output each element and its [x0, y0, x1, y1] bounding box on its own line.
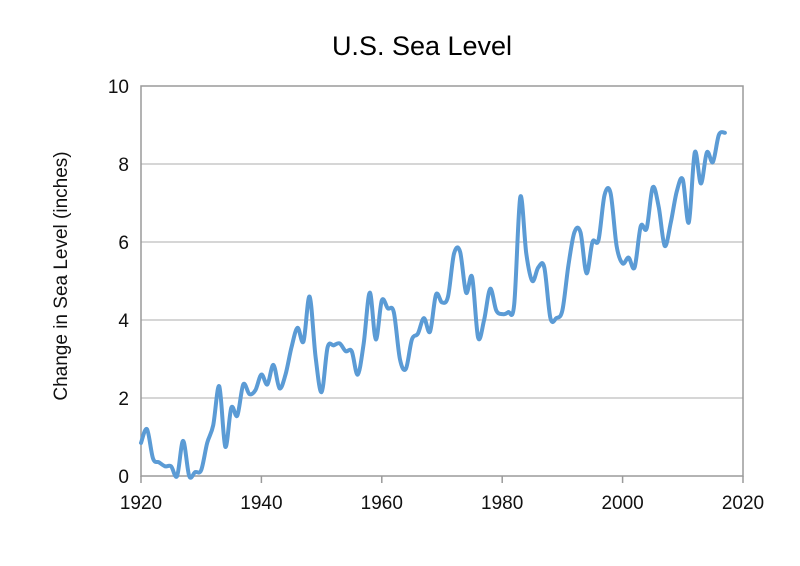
- sea-level-series-line: [139, 130, 727, 480]
- y-tick-label: 4: [118, 311, 129, 332]
- x-tick-label: 1940: [240, 493, 282, 514]
- plot-frame: [140, 85, 744, 477]
- y-tick-label: 6: [118, 233, 129, 254]
- grid-lines: [141, 163, 743, 399]
- y-tick-label: 0: [118, 467, 129, 488]
- y-tick-label: 8: [118, 155, 129, 176]
- x-axis-ticks: 1920 1940 1960 1980 2000 2020: [120, 476, 764, 514]
- y-axis-label: Change in Sea Level (inches): [51, 151, 72, 400]
- x-tick-label: 2020: [722, 493, 764, 514]
- x-tick-label: 1960: [361, 493, 403, 514]
- y-axis-ticks: 0 2 4 6 8 10: [108, 77, 130, 488]
- chart-title: U.S. Sea Level: [332, 31, 512, 61]
- y-tick-label: 2: [118, 389, 129, 410]
- x-tick-label: 1920: [120, 493, 162, 514]
- y-tick-label: 10: [108, 77, 129, 98]
- x-tick-label: 1980: [481, 493, 523, 514]
- x-tick-label: 2000: [601, 493, 643, 514]
